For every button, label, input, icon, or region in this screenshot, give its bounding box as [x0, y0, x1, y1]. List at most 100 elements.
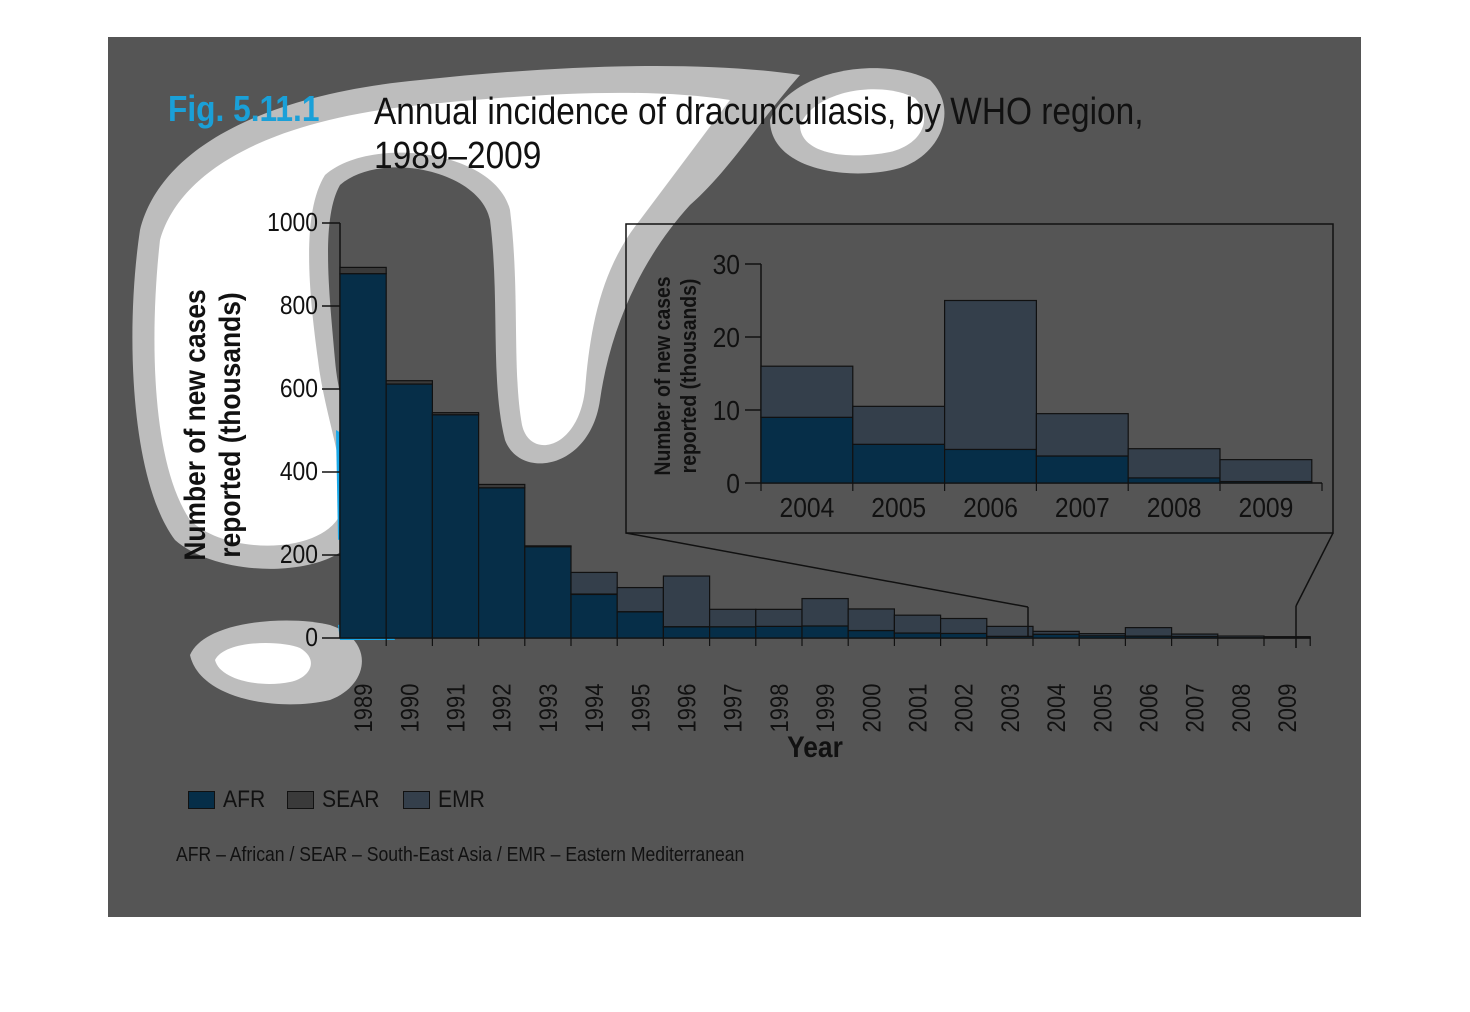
inset-x-tick-label-2006: 2006 — [963, 492, 1018, 524]
legend: AFR SEAR EMR — [188, 786, 508, 814]
y-axis-title-line-1: Number of new cases — [177, 289, 211, 560]
inset-connector — [625, 532, 1334, 648]
inset-y-tick-label: 30 — [713, 249, 740, 281]
inset-bar-emr-2009 — [1219, 459, 1313, 483]
footnote: AFR – African / SEAR – South-East Asia /… — [176, 844, 745, 866]
bar-afr-1991 — [431, 414, 480, 639]
inset-y-tick-label: 10 — [713, 395, 740, 427]
inset-bar-afr-2004 — [760, 416, 854, 484]
legend-item-sear: SEAR — [287, 786, 387, 814]
figure-title: Annual incidence of dracunculiasis, by W… — [374, 90, 1144, 178]
inset-bar-afr-2006 — [943, 448, 1037, 484]
inset-y-tick-label: 20 — [713, 322, 740, 354]
bar-afr-1993 — [524, 546, 572, 639]
x-tick-label-2005: 2005 — [1089, 684, 1117, 733]
bar-afr-2000 — [847, 629, 896, 639]
legend-item-emr: EMR — [403, 786, 491, 814]
x-tick-label-2007: 2007 — [1181, 684, 1209, 733]
y-tick-label: 400 — [280, 458, 318, 487]
inset-bar-emr-2005 — [852, 405, 946, 445]
bar-afr-2001 — [893, 632, 942, 639]
y-tick-label: 200 — [280, 541, 318, 570]
y-tick-label: 0 — [305, 624, 318, 653]
bar-emr-2001 — [893, 614, 942, 634]
x-tick-label-1998: 1998 — [766, 684, 794, 733]
bar-emr-2000 — [847, 608, 896, 632]
bar-emr-2006 — [1124, 627, 1173, 637]
x-tick-label-2009: 2009 — [1274, 684, 1302, 733]
x-tick-label-1993: 1993 — [535, 684, 563, 733]
x-tick-label-2003: 2003 — [997, 684, 1025, 733]
x-tick-label-2004: 2004 — [1043, 684, 1071, 733]
x-tick-label-1995: 1995 — [627, 684, 655, 733]
bar-emr-1994 — [570, 571, 618, 595]
inset-x-tick-label-2004: 2004 — [780, 492, 835, 524]
inset-bar-afr-2005 — [852, 443, 946, 484]
inset-bar-emr-2008 — [1127, 448, 1221, 479]
bar-emr-2009 — [1263, 636, 1311, 639]
x-tick-label-2006: 2006 — [1135, 684, 1163, 733]
bar-emr-2002 — [939, 617, 988, 635]
bar-emr-1998 — [755, 608, 803, 627]
bar-emr-1996 — [662, 575, 711, 628]
x-tick-label-2001: 2001 — [904, 684, 932, 733]
legend-item-afr: AFR — [188, 786, 271, 814]
inset-plot: 0 10 20 30 2004 2005 2006 2007 2008 2009 Number of… — [625, 223, 1334, 534]
legend-label-afr: AFR — [223, 786, 266, 813]
legend-swatch-sear — [287, 791, 314, 809]
x-tick-label-1999: 1999 — [812, 684, 840, 733]
bar-afr-1998 — [755, 625, 803, 639]
connector-line-right — [1295, 532, 1334, 607]
x-tick-label-2002: 2002 — [950, 684, 978, 733]
bar-afr-1990 — [385, 383, 434, 639]
bar-emr-2003 — [986, 625, 1034, 637]
legend-label-emr: EMR — [438, 786, 486, 813]
bar-afr-1989 — [339, 273, 387, 639]
x-tick-label-1994: 1994 — [581, 684, 609, 733]
inset-x-tick-label-2008: 2008 — [1147, 492, 1202, 524]
bar-afr-1996 — [662, 626, 711, 639]
bar-sear-1992 — [478, 483, 526, 489]
connector-line-left — [625, 532, 1029, 608]
y-tick-label: 800 — [280, 292, 318, 321]
y-tick-label: 600 — [280, 375, 318, 404]
y-tick-label: 1000 — [267, 209, 318, 238]
inset-x-tick-label-2007: 2007 — [1055, 492, 1110, 524]
x-tick-label-1989: 1989 — [350, 684, 378, 733]
inset-y-axis-title-line-2: reported (thousands) — [677, 279, 701, 474]
bar-afr-1994 — [570, 593, 618, 639]
bar-emr-1997 — [708, 608, 757, 628]
bar-emr-2004 — [1032, 630, 1080, 635]
bar-afr-2002 — [939, 632, 988, 639]
bar-afr-1997 — [708, 626, 757, 639]
x-tick-label-1991: 1991 — [442, 684, 470, 733]
bar-emr-1999 — [801, 597, 849, 627]
inset-bar-emr-2004 — [760, 365, 854, 418]
inset-y-axis-title-line-1: Number of new cases — [651, 276, 675, 475]
figure-title-line-2: 1989–2009 — [374, 135, 542, 177]
bar-sear-1989 — [339, 266, 387, 275]
y-axis-title-line-2: reported (thousands) — [212, 292, 246, 557]
bar-sear-1991 — [431, 412, 480, 416]
bar-emr-2007 — [1170, 633, 1219, 638]
bar-afr-1999 — [801, 625, 849, 639]
figure-number: Fig. 5.11.1 — [168, 88, 320, 129]
bar-emr-1995 — [616, 586, 665, 613]
inset-x-tick-label-2009: 2009 — [1239, 492, 1294, 524]
inset-y-tick-label: 0 — [726, 468, 740, 500]
x-tick-label-2000: 2000 — [858, 684, 886, 733]
legend-label-sear: SEAR — [322, 786, 380, 813]
legend-swatch-emr — [403, 791, 431, 809]
inset-x-tick-label-2005: 2005 — [871, 492, 926, 524]
x-tick-label-1997: 1997 — [719, 684, 747, 733]
figure-title-line-1: Annual incidence of dracunculiasis, by W… — [374, 91, 1144, 133]
bar-emr-2005 — [1078, 633, 1126, 637]
bar-sear-1990 — [385, 380, 434, 385]
inset-bar-afr-2008 — [1127, 477, 1221, 484]
bar-afr-1995 — [616, 611, 665, 639]
inset-bar-emr-2006 — [943, 299, 1037, 451]
bar-emr-2008 — [1217, 635, 1265, 639]
x-tick-label-2008: 2008 — [1228, 684, 1256, 733]
